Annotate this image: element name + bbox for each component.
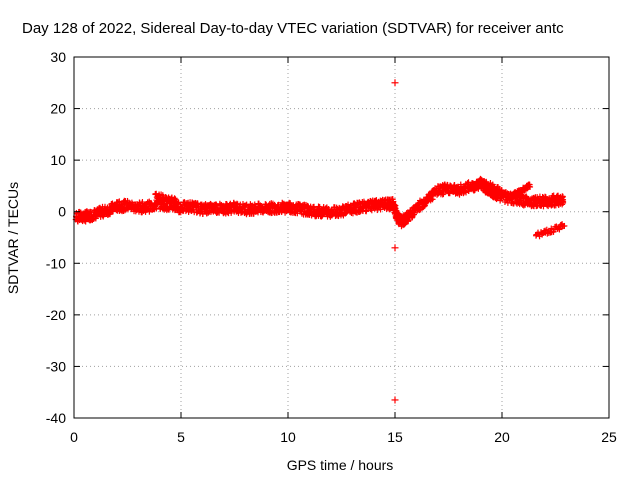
data-point: [194, 200, 201, 207]
data-point: [233, 200, 240, 207]
data-point: [89, 217, 96, 224]
grid-lines: [74, 57, 609, 418]
data-point: [160, 200, 167, 207]
data-point: [356, 199, 363, 206]
data-point: [520, 202, 527, 209]
data-point: [457, 181, 464, 188]
data-points: [72, 79, 568, 404]
data-point: [497, 197, 504, 204]
data-point: [421, 203, 428, 210]
data-point: [377, 206, 384, 213]
data-point: [429, 196, 436, 203]
chart-title: Day 128 of 2022, Sidereal Day-to-day VTE…: [22, 20, 564, 37]
data-point: [381, 197, 388, 204]
data-point: [343, 209, 350, 216]
data-point: [405, 218, 412, 225]
data-point: [239, 206, 246, 213]
data-point: [278, 209, 285, 216]
data-point: [465, 179, 472, 186]
data-point: [493, 196, 500, 203]
data-point: [515, 199, 522, 206]
